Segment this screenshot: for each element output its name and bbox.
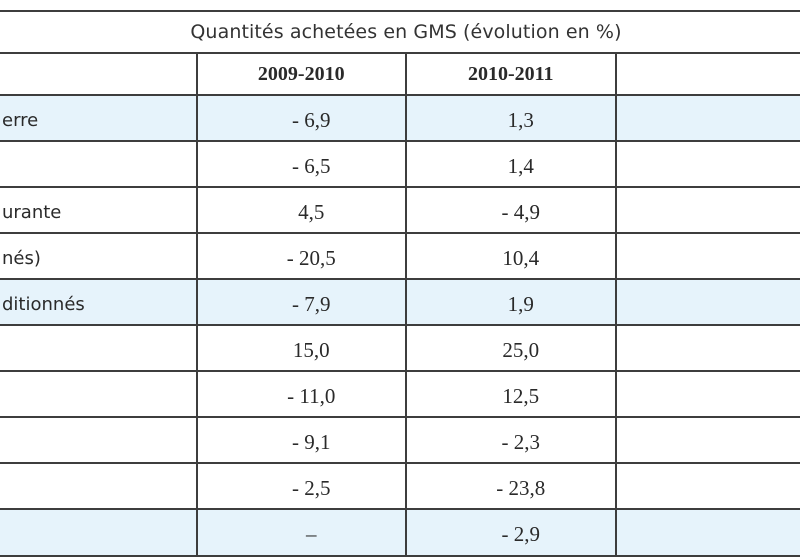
row-label <box>0 509 197 556</box>
cell-extra <box>616 141 800 187</box>
table-body: Quantités achetées en GMS (évolution en … <box>0 11 800 556</box>
cell-2009-2010: - 2,5 <box>197 463 407 509</box>
cell-extra <box>616 233 800 279</box>
header-cell-2010-2011: 2010-2011 <box>406 53 616 95</box>
header-row: 2009-2010 2010-2011 <box>0 53 800 95</box>
cell-2009-2010: - 9,1 <box>197 417 407 463</box>
cell-2009-2010: 4,5 <box>197 187 407 233</box>
row-label <box>0 463 197 509</box>
table-row: - 9,1- 2,3 <box>0 417 800 463</box>
cell-extra <box>616 417 800 463</box>
cell-extra <box>616 325 800 371</box>
cell-extra <box>616 463 800 509</box>
cell-extra <box>616 509 800 556</box>
table-title: Quantités achetées en GMS (évolution en … <box>0 11 800 53</box>
row-label <box>0 371 197 417</box>
cell-extra <box>616 187 800 233</box>
cell-extra <box>616 95 800 141</box>
cell-2010-2011: 1,3 <box>406 95 616 141</box>
table-row: - 2,5- 23,8 <box>0 463 800 509</box>
cell-2009-2010: - 6,5 <box>197 141 407 187</box>
row-label: nés) <box>0 233 197 279</box>
cell-2010-2011: 10,4 <box>406 233 616 279</box>
title-row: Quantités achetées en GMS (évolution en … <box>0 11 800 53</box>
row-label: erre <box>0 95 197 141</box>
header-cell-extra <box>616 53 800 95</box>
cell-2009-2010: - 7,9 <box>197 279 407 325</box>
cell-2010-2011: - 2,9 <box>406 509 616 556</box>
cell-2009-2010: - 11,0 <box>197 371 407 417</box>
data-table: Quantités achetées en GMS (évolution en … <box>0 10 800 557</box>
cell-extra <box>616 279 800 325</box>
row-label <box>0 325 197 371</box>
cell-2010-2011: - 2,3 <box>406 417 616 463</box>
cell-2010-2011: 12,5 <box>406 371 616 417</box>
header-cell-label <box>0 53 197 95</box>
cell-2010-2011: - 4,9 <box>406 187 616 233</box>
row-label <box>0 417 197 463</box>
cell-2009-2010: - 20,5 <box>197 233 407 279</box>
cell-2009-2010: - 6,9 <box>197 95 407 141</box>
cell-2010-2011: 1,4 <box>406 141 616 187</box>
cell-2009-2010: – <box>197 509 407 556</box>
cell-2010-2011: - 23,8 <box>406 463 616 509</box>
cell-2010-2011: 25,0 <box>406 325 616 371</box>
cell-2009-2010: 15,0 <box>197 325 407 371</box>
row-label <box>0 141 197 187</box>
row-label: urante <box>0 187 197 233</box>
cell-extra <box>616 371 800 417</box>
header-cell-2009-2010: 2009-2010 <box>197 53 407 95</box>
cell-2010-2011: 1,9 <box>406 279 616 325</box>
table-row: –- 2,9 <box>0 509 800 556</box>
row-label: ditionnés <box>0 279 197 325</box>
